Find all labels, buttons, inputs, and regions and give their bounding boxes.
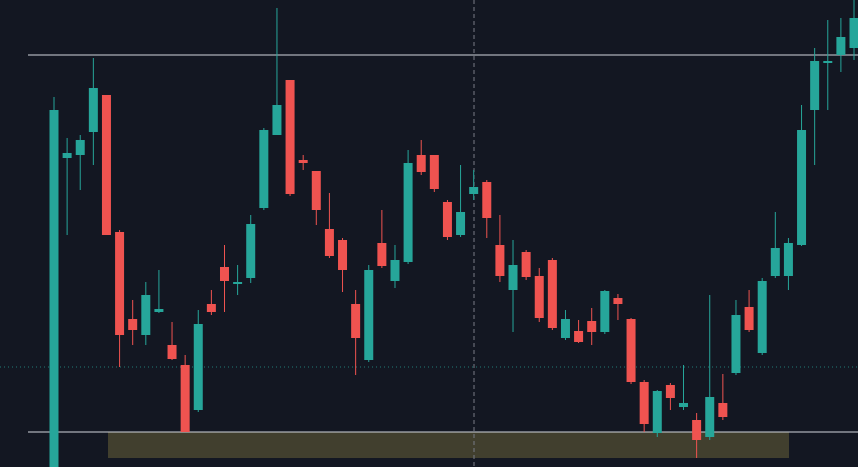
candle-body xyxy=(88,88,98,132)
candle-body xyxy=(665,385,675,398)
candle-body xyxy=(246,224,256,278)
candle-body xyxy=(679,403,689,407)
candle-body xyxy=(49,110,59,467)
candle-body xyxy=(128,319,138,330)
candle-body xyxy=(167,345,177,359)
candle-body xyxy=(836,37,846,55)
candle-body xyxy=(403,163,413,262)
candle-body xyxy=(75,140,85,155)
candle-body xyxy=(324,229,334,256)
candle-body xyxy=(692,420,702,440)
candle-body xyxy=(482,182,492,218)
candle-body xyxy=(810,61,820,110)
candle-body xyxy=(797,130,807,245)
candle-body xyxy=(154,309,164,312)
candle-body xyxy=(338,240,348,270)
candle-body xyxy=(298,160,308,163)
candle-body xyxy=(351,304,361,338)
candle-body xyxy=(311,171,321,210)
candle-body xyxy=(62,153,72,158)
candle-body xyxy=(783,243,793,276)
candle-body xyxy=(508,265,518,290)
candle-body xyxy=(705,397,715,437)
candle-body xyxy=(101,95,111,235)
candle-body xyxy=(587,321,597,332)
candle-body xyxy=(180,365,190,432)
candle-body xyxy=(547,260,557,328)
candle-body xyxy=(495,245,505,276)
candle-body xyxy=(141,295,151,335)
candle-body xyxy=(534,276,544,318)
candle-body xyxy=(613,298,623,304)
candle-body xyxy=(456,212,466,235)
candle-body xyxy=(731,315,741,373)
candle-body xyxy=(416,155,426,172)
candle-body xyxy=(744,307,754,330)
candle-body xyxy=(206,304,216,312)
candle-body xyxy=(560,319,570,338)
candle-body xyxy=(115,232,125,335)
candle-body xyxy=(469,187,479,194)
candle-body xyxy=(429,155,439,189)
candle-body xyxy=(272,105,282,135)
candle-body xyxy=(193,324,203,410)
candle-body xyxy=(626,319,636,382)
candle-body xyxy=(600,291,610,332)
candle-body xyxy=(259,130,269,208)
candle-body xyxy=(364,270,374,360)
candle-body xyxy=(718,403,728,417)
candle-body xyxy=(390,260,400,281)
candle-body xyxy=(823,61,833,63)
candle-body xyxy=(652,391,662,433)
candle-body xyxy=(521,252,531,277)
candle-body xyxy=(377,243,387,266)
candles xyxy=(49,0,858,467)
candle-body xyxy=(219,267,229,281)
candle-body xyxy=(757,281,767,353)
candle-body xyxy=(639,382,649,424)
candle-body xyxy=(442,202,452,237)
candle-body xyxy=(233,282,243,284)
candle-body xyxy=(574,331,584,342)
candle-body xyxy=(770,248,780,276)
candle-body xyxy=(849,18,858,48)
zone-box xyxy=(108,432,789,458)
candle-body xyxy=(285,80,295,194)
